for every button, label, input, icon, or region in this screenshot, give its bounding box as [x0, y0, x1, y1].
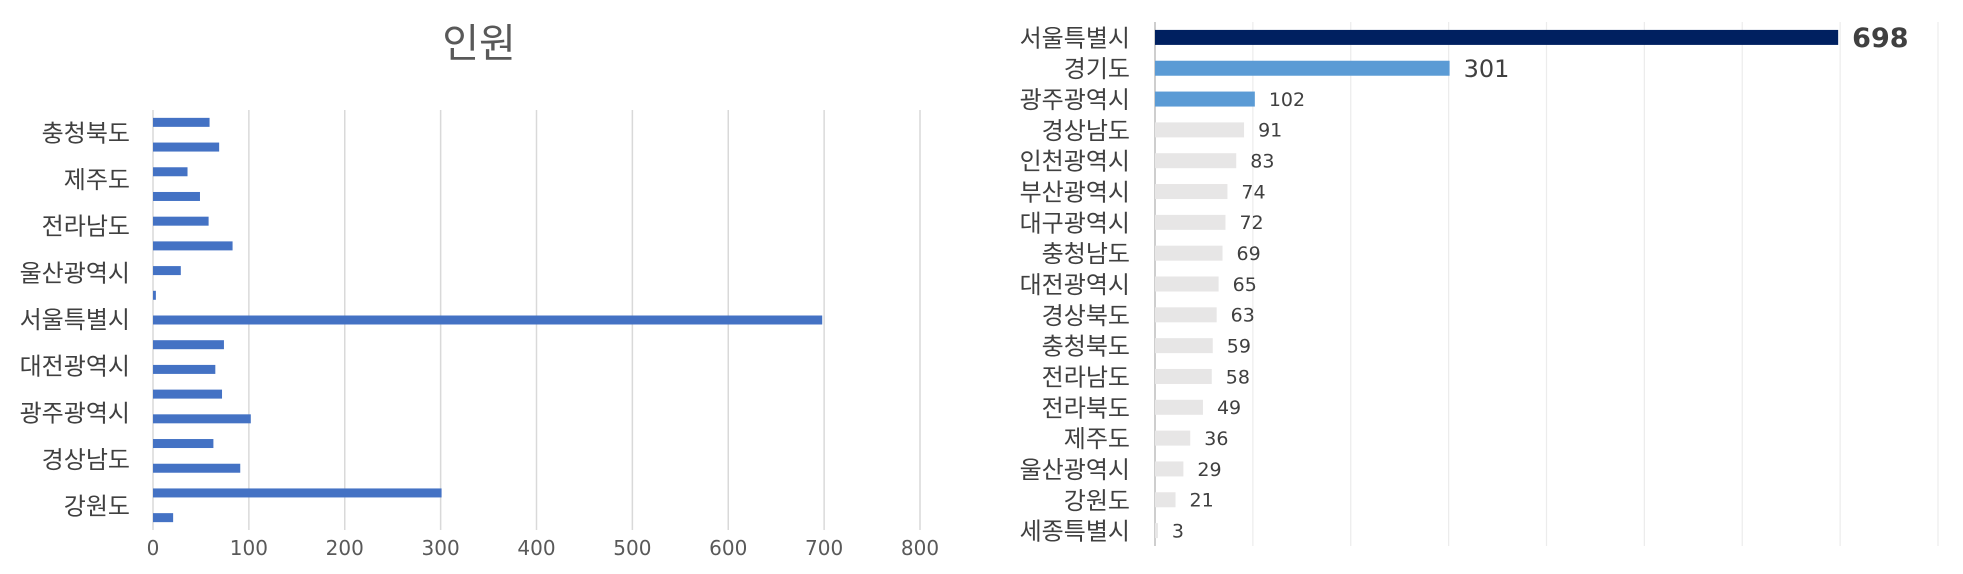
right-bar	[1155, 60, 1450, 76]
left-bar	[153, 241, 233, 251]
right-bar	[1155, 338, 1213, 354]
right-bar	[1155, 523, 1158, 539]
right-category-label: 강원도	[1064, 487, 1130, 515]
right-category-label: 인천광역시	[1020, 148, 1130, 176]
left-bar	[153, 389, 223, 399]
left-category-label: 전라남도	[42, 213, 130, 241]
right-bar	[1155, 430, 1191, 446]
right-category-label: 광주광역시	[1020, 86, 1130, 114]
right-category-label: 경기도	[1064, 55, 1130, 83]
left-bar	[153, 513, 174, 523]
left-category-label: 제주도	[64, 166, 130, 194]
right-value-label: 3	[1172, 520, 1184, 542]
right-category-label: 전라북도	[1042, 394, 1130, 422]
right-value-label: 58	[1226, 366, 1250, 388]
right-value-label: 301	[1464, 55, 1510, 83]
left-category-label: 울산광역시	[20, 259, 130, 287]
right-value-label: 83	[1250, 151, 1274, 173]
right-value-label: 29	[1197, 459, 1221, 481]
left-x-tick-labels: 0 100 200 300 400 500 600 700 800	[147, 536, 939, 560]
left-bars	[153, 117, 823, 523]
right-category-labels: 서울특별시경기도광주광역시경상남도인천광역시부산광역시대구광역시충청남도대전광역…	[1020, 24, 1130, 545]
left-bar	[153, 340, 224, 350]
right-bar	[1155, 245, 1223, 261]
left-category-label: 충청북도	[42, 119, 130, 147]
left-x-tick-label: 800	[901, 536, 939, 560]
left-bar	[153, 439, 214, 449]
left-chart-title: 인원	[442, 21, 516, 67]
left-x-tick-label: 600	[709, 536, 747, 560]
right-value-label: 102	[1269, 89, 1305, 111]
left-bar	[153, 117, 210, 127]
right-value-label: 69	[1237, 243, 1261, 265]
left-x-tick-label: 300	[422, 536, 460, 560]
right-value-label: 72	[1239, 212, 1263, 234]
left-bar	[153, 191, 200, 201]
right-value-label: 49	[1217, 397, 1241, 419]
left-category-label: 강원도	[64, 493, 130, 521]
right-bar	[1155, 122, 1245, 138]
left-x-tick-label: 700	[805, 536, 843, 560]
right-category-label: 서울특별시	[1020, 24, 1130, 52]
right-bar	[1155, 153, 1237, 169]
left-category-label: 경상남도	[42, 446, 130, 474]
right-category-label: 대구광역시	[1020, 209, 1130, 237]
right-category-label: 제주도	[1064, 425, 1130, 453]
left-x-tick-label: 400	[517, 536, 555, 560]
left-bar	[153, 463, 241, 473]
left-bar	[153, 167, 188, 177]
right-gridlines	[1154, 22, 1939, 546]
right-category-label: 경상북도	[1042, 302, 1130, 330]
right-category-label: 세종특별시	[1020, 518, 1130, 546]
left-category-label: 대전광역시	[20, 353, 130, 381]
left-bar	[153, 266, 181, 276]
left-bar	[153, 290, 156, 300]
left-category-label: 광주광역시	[20, 399, 130, 427]
left-bar	[153, 488, 442, 498]
left-category-label: 서울특별시	[20, 306, 130, 334]
right-bar	[1155, 307, 1217, 323]
left-bar	[153, 142, 220, 152]
right-value-label: 21	[1190, 490, 1214, 512]
right-value-label: 36	[1204, 428, 1228, 450]
right-bar	[1155, 276, 1219, 292]
right-bar	[1155, 461, 1184, 477]
right-bar	[1155, 492, 1176, 508]
right-bar	[1155, 91, 1255, 107]
right-value-label: 63	[1231, 305, 1255, 327]
right-bar	[1155, 29, 1839, 45]
left-chart: 0 100 200 300 400 500 600 700 800 충청북도제주도전라남도울산광…	[20, 21, 940, 560]
left-x-tick-label: 500	[613, 536, 651, 560]
left-bar	[153, 414, 251, 424]
right-category-label: 경상남도	[1042, 117, 1130, 145]
right-value-label: 59	[1227, 335, 1251, 357]
left-bar	[153, 364, 216, 374]
right-category-label: 충청남도	[1042, 240, 1130, 268]
right-category-label: 대전광역시	[1020, 271, 1130, 299]
right-bar	[1155, 368, 1212, 384]
right-bar	[1155, 184, 1228, 200]
left-bar	[153, 216, 209, 226]
right-category-label: 충청북도	[1042, 333, 1130, 361]
right-category-label: 울산광역시	[1020, 456, 1130, 484]
left-x-tick-label: 0	[147, 536, 160, 560]
right-value-label: 91	[1258, 120, 1282, 142]
right-value-label: 74	[1241, 181, 1265, 203]
right-value-label: 698	[1852, 23, 1908, 54]
right-category-label: 부산광역시	[1020, 179, 1130, 207]
right-bars	[1155, 29, 1839, 539]
right-value-labels: 698 301 102 91 83 74 72 69 65 63 59 58 49 36 29 21 3	[1172, 23, 1909, 542]
right-value-label: 65	[1233, 274, 1257, 296]
left-x-tick-label: 100	[230, 536, 268, 560]
right-bar	[1155, 214, 1226, 230]
left-bar	[153, 315, 823, 325]
right-bar	[1155, 399, 1203, 415]
right-category-label: 전라남도	[1042, 363, 1130, 391]
left-x-tick-label: 200	[326, 536, 364, 560]
